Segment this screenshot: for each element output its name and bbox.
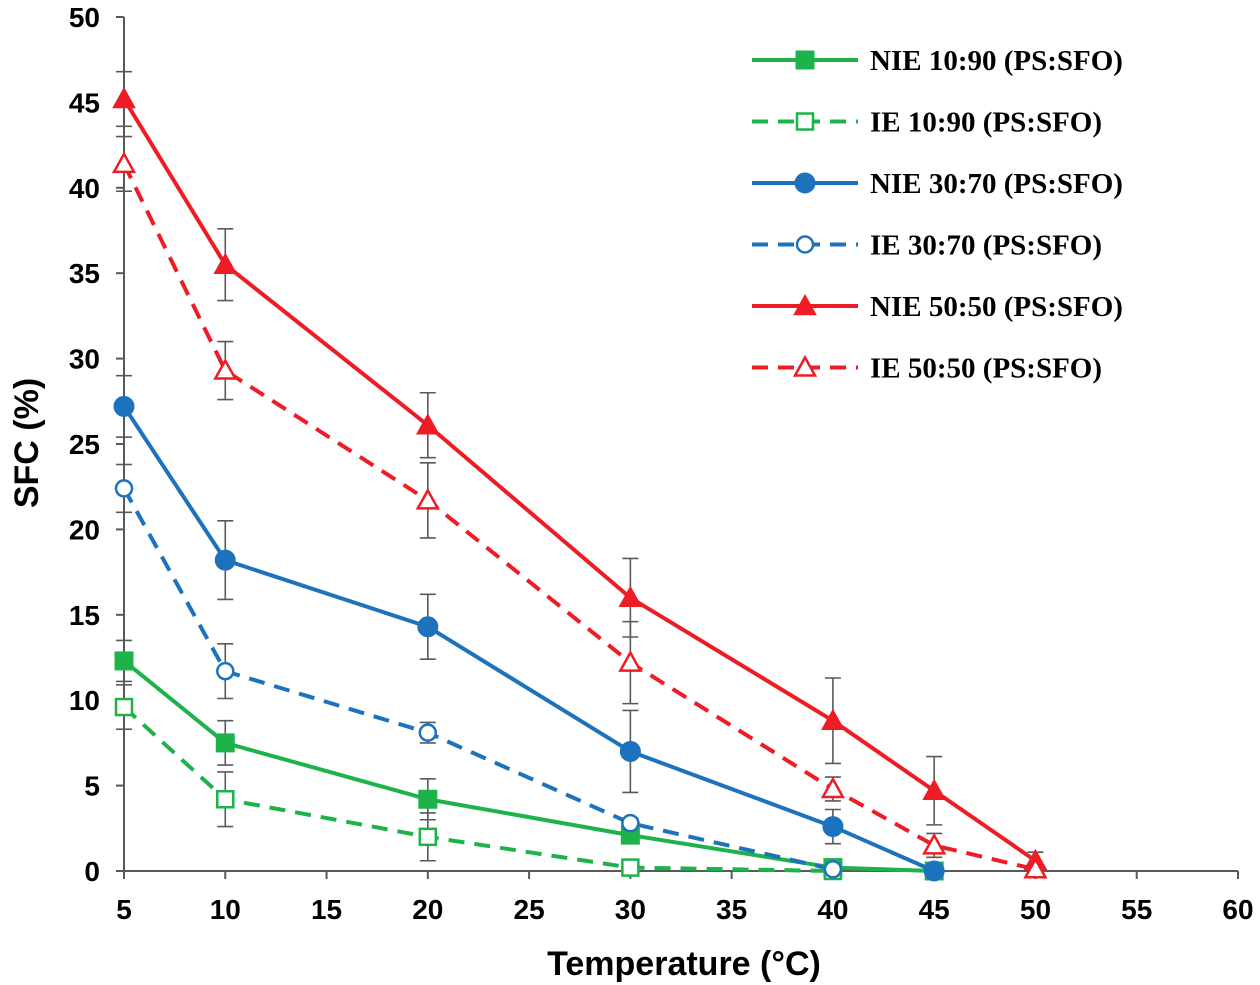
- data-point: [216, 790, 235, 809]
- y-tick-label: 40: [69, 173, 100, 204]
- data-point: [619, 740, 641, 762]
- series-lines: [122, 97, 1037, 873]
- legend-label-4: NIE 50:50 (PS:SFO): [870, 291, 1123, 323]
- data-point: [922, 778, 947, 801]
- legend-marker-1: [795, 112, 815, 131]
- y-tick-label: 35: [69, 258, 100, 289]
- data-point: [922, 832, 947, 855]
- data-point: [621, 858, 640, 877]
- legend-marker-4: [793, 293, 817, 316]
- series-line-0: [122, 659, 935, 873]
- y-tick-label: 0: [84, 856, 100, 887]
- y-tick-label: 45: [69, 87, 100, 118]
- x-tick-label: 35: [716, 894, 747, 925]
- data-point: [418, 789, 438, 809]
- x-tick-label: 55: [1121, 894, 1152, 925]
- data-point: [618, 585, 643, 608]
- legend-label-0: NIE 10:90 (PS:SFO): [870, 45, 1123, 77]
- data-point: [415, 413, 440, 435]
- data-point: [213, 357, 238, 380]
- x-tick-label: 60: [1222, 894, 1253, 925]
- data-point: [114, 651, 134, 671]
- data-point: [1023, 856, 1048, 879]
- y-axis-title: SFC (%): [8, 378, 46, 508]
- data-point: [213, 252, 238, 274]
- y-tick-label: 30: [69, 344, 100, 375]
- data-point: [418, 723, 438, 742]
- legend-marker-2: [794, 172, 816, 194]
- data-point: [923, 860, 945, 882]
- data-point: [417, 616, 439, 638]
- data-point: [418, 827, 438, 847]
- series-markers: [111, 86, 1048, 882]
- legend-label-2: NIE 30:70 (PS:SFO): [870, 168, 1123, 200]
- data-point: [621, 813, 640, 833]
- y-tick-label: 50: [69, 2, 100, 33]
- series-line-2: [122, 405, 935, 873]
- y-tick-label: 5: [84, 771, 100, 802]
- data-point: [822, 816, 844, 838]
- data-point: [415, 487, 440, 510]
- data-point: [216, 661, 235, 681]
- x-tick-label: 30: [615, 894, 646, 925]
- x-tick-label: 15: [311, 894, 342, 925]
- x-tick-label: 40: [817, 894, 848, 925]
- series-line-5: [122, 163, 1036, 872]
- data-point: [112, 86, 136, 109]
- legend-label-3: IE 30:70 (PS:SFO): [870, 230, 1102, 262]
- legend-marker-5: [792, 354, 818, 377]
- x-axis-title: Temperature (°C): [547, 945, 821, 983]
- data-point: [618, 650, 643, 672]
- legend-marker-3: [795, 235, 815, 254]
- x-tick-label: 25: [514, 894, 545, 925]
- y-tick-label: 25: [69, 429, 100, 460]
- y-tick-label: 10: [69, 685, 100, 716]
- x-tick-label: 50: [1020, 894, 1051, 925]
- data-point: [820, 776, 846, 799]
- legend: NIE 10:90 (PS:SFO) IE 10:90 (PS:SFO) NIE 3…: [752, 45, 1123, 385]
- series-line-4: [122, 97, 1037, 863]
- legend-marker-0: [795, 50, 815, 70]
- x-tick-label: 45: [919, 894, 950, 925]
- data-point: [114, 479, 134, 498]
- legend-label-1: IE 10:90 (PS:SFO): [870, 107, 1102, 139]
- data-point: [215, 733, 235, 753]
- x-tick-label: 20: [412, 894, 443, 925]
- data-point: [823, 860, 843, 879]
- data-point: [821, 708, 845, 730]
- x-tick-label: 10: [210, 894, 241, 925]
- y-tick-label: 15: [69, 600, 100, 631]
- data-point: [113, 395, 135, 417]
- data-point: [214, 549, 236, 571]
- data-point: [111, 151, 137, 174]
- y-tick-label: 20: [69, 514, 100, 545]
- data-point: [114, 697, 134, 717]
- legend-label-5: IE 50:50 (PS:SFO): [870, 353, 1102, 385]
- x-tick-label: 5: [116, 894, 132, 925]
